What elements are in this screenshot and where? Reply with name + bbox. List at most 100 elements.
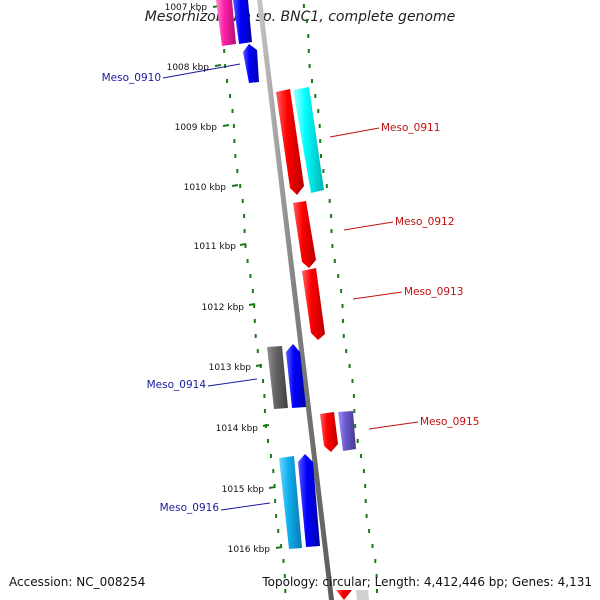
gc-dot [280, 544, 283, 548]
gene-label-meso-0910[interactable]: Meso_0910 [102, 63, 241, 84]
gc-dot [232, 124, 235, 128]
tick-1008: 1008 kbp [167, 63, 222, 73]
gene-label-meso-0912[interactable]: Meso_0912 [343, 216, 454, 231]
gc-dot [246, 259, 249, 263]
gc-dot [322, 169, 325, 173]
tick-group: 1007 kbp 1008 kbp 1009 kbp 1010 kbp 1011… [165, 3, 283, 555]
tick-1016: 1016 kbp [228, 545, 283, 555]
gc-dot [342, 334, 345, 338]
gc-dot [328, 199, 331, 203]
feature-arrow[interactable] [233, 0, 252, 44]
gc-dot [231, 109, 234, 113]
gene-meso-0913-arrow[interactable] [302, 268, 325, 340]
gc-dot [243, 229, 246, 233]
gc-dot [341, 319, 344, 323]
gc-dot [308, 64, 311, 68]
gc-dot [340, 289, 343, 293]
gc-dot [223, 49, 226, 53]
gene-meso-0914-arrow-gray[interactable] [267, 346, 288, 409]
tick-label: 1007 kbp [165, 3, 208, 13]
gc-dot [341, 304, 344, 308]
tick-1007: 1007 kbp [165, 3, 220, 13]
feature-arrow[interactable] [216, 0, 236, 46]
gc-dot [229, 94, 231, 98]
gene-label-text: Meso_0912 [395, 216, 454, 228]
gc-dot [273, 484, 276, 488]
gc-dot [317, 109, 320, 113]
gc-dot [345, 349, 348, 353]
tick-1013: 1013 kbp [209, 363, 263, 373]
tick-1010: 1010 kbp [184, 183, 239, 193]
gc-dot [364, 484, 367, 488]
gc-dot [330, 229, 333, 233]
gc-dot [284, 589, 287, 593]
gc-dot [362, 469, 365, 473]
gene-label-meso-0916[interactable]: Meso_0916 [160, 502, 271, 514]
gene-label-meso-0915[interactable]: Meso_0915 [368, 416, 479, 430]
gene-label-text: Meso_0910 [102, 72, 161, 84]
gc-dot [354, 424, 357, 428]
feature-arrow[interactable] [336, 590, 352, 600]
topology-text: Topology: circular; Length: 4,412,446 bp… [262, 575, 592, 589]
gc-dot [305, 19, 308, 23]
gc-dot [254, 334, 257, 338]
gene-label-text: Meso_0911 [381, 122, 440, 134]
tick-1014: 1014 kbp [216, 424, 270, 434]
gene-meso-0911-arrow-cyan[interactable] [293, 87, 324, 193]
gc-dot [277, 529, 280, 533]
gc-dot [253, 319, 256, 323]
gc-dot [375, 574, 378, 578]
gc-dot [374, 559, 377, 563]
gene-label-text: Meso_0914 [147, 379, 207, 391]
gc-dot [331, 244, 334, 248]
gene-label-text: Meso_0915 [420, 416, 479, 428]
gc-dot [318, 124, 321, 128]
gc-dot [267, 439, 269, 443]
tick-label: 1010 kbp [184, 183, 227, 193]
gene-meso-0915-arrow-red[interactable] [320, 412, 338, 452]
gc-dot [263, 409, 266, 413]
gc-dot [368, 529, 371, 533]
gc-dot [236, 169, 239, 173]
gene-meso-0916-arrow-blue[interactable] [298, 454, 320, 547]
gc-dot [251, 289, 254, 293]
gc-dot [282, 559, 285, 563]
tick-label: 1008 kbp [167, 63, 210, 73]
gc-track-left [218, 4, 287, 593]
gene-label-meso-0913[interactable]: Meso_0913 [352, 286, 463, 300]
gc-dot [307, 34, 310, 38]
tick-label: 1009 kbp [175, 123, 218, 133]
tick-label: 1011 kbp [194, 242, 237, 252]
feature-arrow[interactable] [356, 590, 369, 600]
tick-label: 1012 kbp [202, 303, 245, 313]
gene-meso-0915-arrow-purple[interactable] [338, 411, 356, 451]
gc-dot [274, 499, 277, 503]
gc-track-right [302, 4, 378, 593]
gc-dot [371, 544, 374, 548]
gc-dot [353, 409, 356, 413]
gene-meso-0912-arrow[interactable] [293, 201, 316, 268]
gene-label-meso-0911[interactable]: Meso_0911 [329, 122, 440, 138]
gc-dot [307, 49, 310, 53]
gc-dot [376, 589, 378, 593]
gc-dot [325, 184, 328, 188]
gc-dot [262, 379, 265, 383]
gene-meso-0916-arrow-sky[interactable] [279, 456, 302, 549]
gene-meso-0910-arrow[interactable] [243, 44, 259, 83]
gene-meso-0914-arrow-blue[interactable] [286, 344, 306, 408]
gene-label-meso-0914[interactable]: Meso_0914 [147, 378, 258, 391]
genome-backbone [257, 0, 334, 600]
gc-dot [320, 154, 322, 158]
gc-dot [249, 274, 252, 278]
gc-dot [269, 454, 272, 458]
gc-dot [239, 184, 242, 188]
gc-dot [253, 304, 256, 308]
gc-dot [337, 274, 340, 278]
gc-dot [243, 214, 246, 218]
gc-dot [360, 454, 362, 458]
gc-dot [234, 154, 237, 158]
gc-dot [272, 469, 275, 473]
gc-dot [364, 499, 367, 503]
gene-meso-0911-arrow-red[interactable] [276, 89, 304, 195]
